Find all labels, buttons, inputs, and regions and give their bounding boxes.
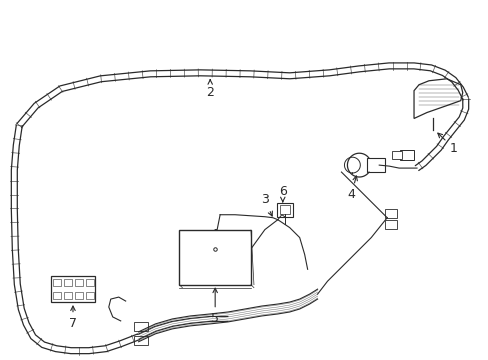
Bar: [64, 279, 72, 286]
Bar: [391, 151, 401, 159]
Bar: [276, 203, 292, 217]
Text: 1: 1: [437, 133, 457, 155]
Bar: [75, 279, 83, 286]
Text: 4: 4: [347, 176, 357, 201]
Bar: [75, 292, 83, 298]
Text: 3: 3: [261, 193, 272, 216]
Bar: [53, 279, 61, 286]
Text: 7: 7: [69, 306, 77, 330]
Bar: [86, 279, 94, 286]
Bar: [366, 158, 385, 172]
Bar: [51, 276, 95, 302]
Bar: [399, 150, 413, 160]
Bar: [279, 205, 289, 214]
Polygon shape: [413, 79, 462, 118]
Bar: [133, 323, 147, 331]
Text: 5: 5: [211, 288, 219, 325]
Bar: [86, 292, 94, 298]
Text: 6: 6: [278, 185, 286, 202]
Bar: [179, 230, 250, 285]
Bar: [385, 209, 396, 218]
Text: 2: 2: [206, 80, 214, 99]
Bar: [53, 292, 61, 298]
Bar: [133, 336, 147, 345]
Bar: [64, 292, 72, 298]
Bar: [385, 220, 396, 229]
